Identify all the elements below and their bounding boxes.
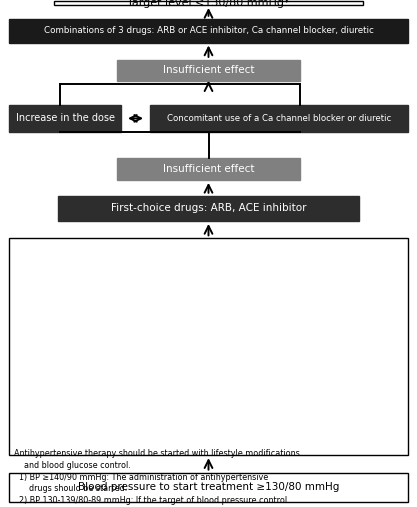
FancyBboxPatch shape [9,473,408,502]
Text: Concomitant use of a Ca channel blocker or diuretic: Concomitant use of a Ca channel blocker … [167,114,391,123]
FancyBboxPatch shape [58,196,359,221]
Text: First-choice drugs: ARB, ACE inhibitor: First-choice drugs: ARB, ACE inhibitor [111,203,306,213]
FancyBboxPatch shape [9,105,121,132]
FancyBboxPatch shape [9,238,408,455]
Text: Increase in the dose: Increase in the dose [15,114,115,123]
Text: Combinations of 3 drugs: ARB or ACE inhibitor, Ca channel blocker, diuretic: Combinations of 3 drugs: ARB or ACE inhi… [43,26,374,35]
FancyBboxPatch shape [117,60,300,81]
FancyBboxPatch shape [54,1,363,5]
Text: Insufficient effect: Insufficient effect [163,65,254,76]
Text: Antihypertensive therapy should be started with lifestyle modifications
    and : Antihypertensive therapy should be start… [14,449,300,507]
FancyBboxPatch shape [150,105,408,132]
FancyBboxPatch shape [9,19,408,43]
Text: Blood pressure to start treatment ≥130/80 mmHg: Blood pressure to start treatment ≥130/8… [78,482,339,492]
Text: Insufficient effect: Insufficient effect [163,164,254,174]
FancyBboxPatch shape [117,158,300,180]
Text: Target level <130/80 mmHg*: Target level <130/80 mmHg* [127,0,290,8]
